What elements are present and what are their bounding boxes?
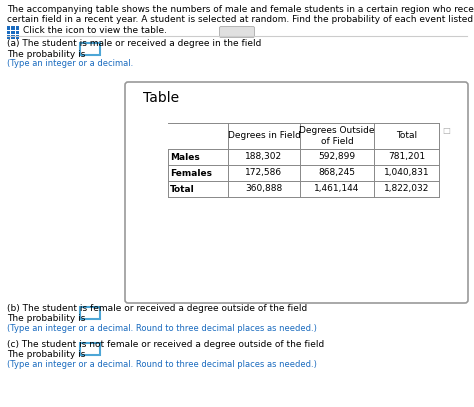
Bar	[11, 31, 15, 34]
Bar	[7, 26, 10, 29]
FancyBboxPatch shape	[125, 82, 468, 303]
Text: 1,461,144: 1,461,144	[314, 184, 360, 193]
Text: 172,586: 172,586	[246, 168, 283, 177]
Text: The probability is: The probability is	[7, 50, 85, 59]
Text: Males: Males	[170, 153, 200, 162]
Text: 1,040,831: 1,040,831	[383, 168, 429, 177]
Text: Degrees Outside
of Field: Degrees Outside of Field	[299, 126, 375, 146]
Text: Total: Total	[170, 184, 195, 193]
Text: (Type an integer or a decimal.: (Type an integer or a decimal.	[7, 59, 133, 68]
Text: 1,822,032: 1,822,032	[384, 184, 429, 193]
Bar	[11, 35, 15, 39]
Text: The probability is: The probability is	[7, 314, 85, 323]
Text: 360,888: 360,888	[246, 184, 283, 193]
Text: 592,899: 592,899	[319, 153, 356, 162]
FancyBboxPatch shape	[80, 307, 100, 319]
Bar	[7, 35, 10, 39]
Text: (a) The student is male or received a degree in the field: (a) The student is male or received a de…	[7, 39, 261, 48]
Text: (Type an integer or a decimal. Round to three decimal places as needed.): (Type an integer or a decimal. Round to …	[7, 324, 317, 333]
Text: certain field in a recent year. A student is selected at random. Find the probab: certain field in a recent year. A studen…	[7, 15, 474, 24]
Text: 781,201: 781,201	[388, 153, 425, 162]
Text: 188,302: 188,302	[246, 153, 283, 162]
Bar	[16, 26, 19, 29]
Text: (c) The student is not female or received a degree outside of the field: (c) The student is not female or receive…	[7, 340, 324, 349]
Bar	[11, 26, 15, 29]
Bar	[16, 35, 19, 39]
Bar	[7, 31, 10, 34]
Text: The probability is: The probability is	[7, 350, 85, 359]
Text: □: □	[442, 126, 450, 135]
FancyBboxPatch shape	[219, 26, 255, 37]
FancyBboxPatch shape	[80, 343, 100, 355]
Text: (Type an integer or a decimal. Round to three decimal places as needed.): (Type an integer or a decimal. Round to …	[7, 360, 317, 369]
Text: The accompanying table shows the numbers of male and female students in a certai: The accompanying table shows the numbers…	[7, 5, 474, 14]
Text: 868,245: 868,245	[319, 168, 356, 177]
Text: Table: Table	[143, 91, 179, 105]
Text: Click the icon to view the table.: Click the icon to view the table.	[24, 26, 167, 35]
Text: Total: Total	[396, 131, 417, 140]
Bar	[16, 31, 19, 34]
FancyBboxPatch shape	[80, 43, 100, 55]
Text: (b) The student is female or received a degree outside of the field: (b) The student is female or received a …	[7, 304, 307, 313]
Text: Females: Females	[170, 168, 212, 177]
Text: Degrees in Field: Degrees in Field	[228, 131, 301, 140]
